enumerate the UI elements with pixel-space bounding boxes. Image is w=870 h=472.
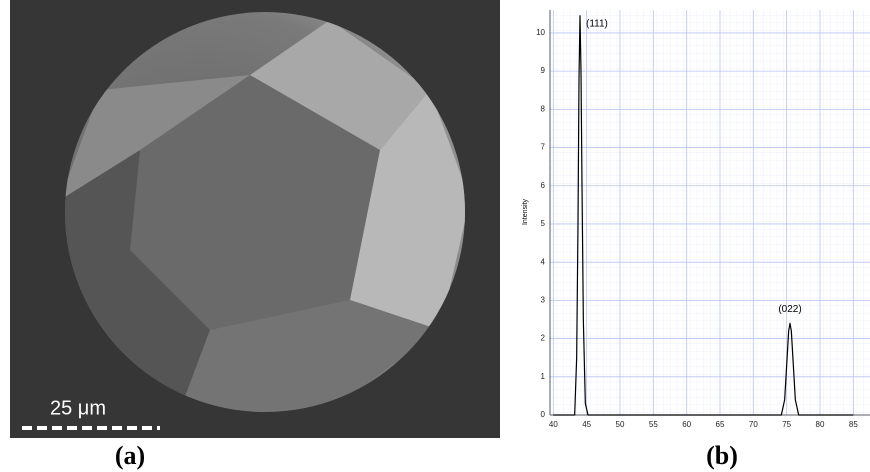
figure: 25 μm (a) (b) 01234567891040455055606570… [0,0,870,472]
sem-image: 25 μm [10,0,500,438]
y-tick-label: 2 [541,334,546,343]
panel-label: (b) [706,441,738,470]
x-tick-label: 75 [782,420,791,429]
y-tick-label: 1 [541,372,546,381]
x-tick-label: 40 [549,420,558,429]
x-tick-label: 80 [816,420,825,429]
y-tick-label: 3 [541,295,546,304]
y-tick-label: 8 [541,104,546,113]
annotation: (111) [586,18,608,29]
y-tick-label: 7 [541,143,546,152]
y-tick-label: 6 [541,181,546,190]
x-tick-label: 45 [582,420,591,429]
y-tick-label: 4 [541,257,546,266]
panel-label: (a) [115,441,145,470]
scale-bar-label: 25 μm [50,397,106,419]
x-tick-label: 70 [749,420,758,429]
x-tick-label: 50 [616,420,625,429]
y-tick-label: 0 [541,410,546,419]
y-tick-label: 9 [541,66,546,75]
annotation: (022) [778,304,801,315]
y-tick-label: 5 [541,219,546,228]
y-axis-label: Intensity [522,198,529,225]
x-tick-label: 85 [849,420,858,429]
x-tick-label: 55 [649,420,658,429]
x-tick-label: 65 [716,420,725,429]
x-tick-label: 60 [682,420,691,429]
y-tick-label: 10 [536,28,545,37]
